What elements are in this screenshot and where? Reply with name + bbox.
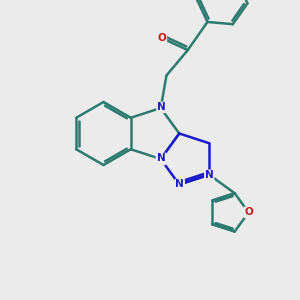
Text: O: O: [158, 33, 167, 43]
Text: N: N: [157, 153, 166, 164]
Text: N: N: [156, 154, 165, 165]
Text: N: N: [157, 102, 166, 112]
Text: N: N: [176, 179, 184, 190]
Text: O: O: [244, 207, 253, 218]
Text: N: N: [205, 170, 214, 180]
